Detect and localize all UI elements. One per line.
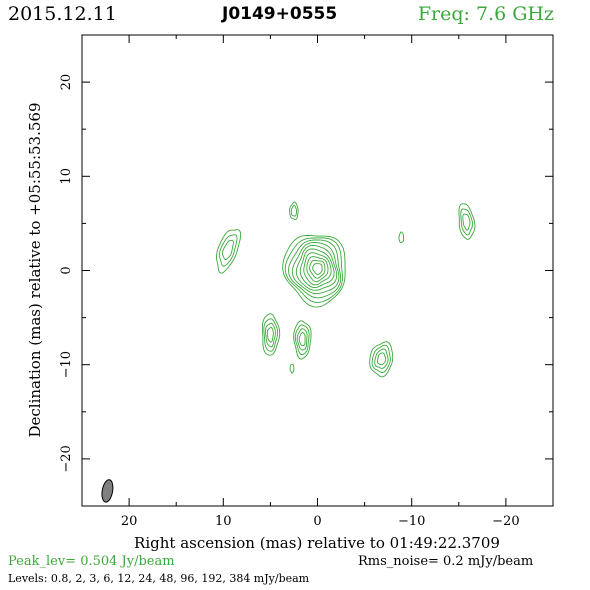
observation-date: 2015.12.11 — [8, 3, 117, 25]
source-name: J0149+0555 — [222, 4, 338, 24]
contour-line — [398, 231, 405, 243]
component-knot-s — [293, 320, 312, 360]
contour-line — [295, 244, 338, 291]
peak-level: Peak_lev= 0.504 Jy/beam — [8, 554, 175, 569]
beam-ellipse — [101, 479, 114, 503]
contour-line — [218, 234, 238, 267]
contour-line — [462, 213, 471, 231]
contour-line — [265, 322, 276, 348]
x-tick-label: 0 — [313, 514, 321, 529]
component-knot-sw — [261, 313, 281, 356]
component-knot-se — [369, 341, 394, 378]
y-tick-label: −20 — [59, 445, 74, 472]
contour-line — [289, 363, 295, 374]
contour-line — [376, 352, 387, 366]
x-tick-label: −20 — [492, 514, 519, 529]
contour-line — [458, 203, 476, 240]
contour-layer — [216, 201, 476, 378]
x-tick-label: 20 — [121, 514, 138, 529]
contour-line — [266, 326, 274, 343]
contour-line — [460, 208, 473, 236]
contour-line — [293, 320, 312, 360]
plot-frame — [81, 34, 554, 507]
x-tick-label: 10 — [215, 514, 232, 529]
contour-line — [369, 341, 394, 378]
contour-line — [291, 242, 340, 295]
contour-line — [371, 344, 391, 373]
contour-line — [306, 256, 329, 283]
contour-line — [263, 318, 279, 352]
contour-line — [312, 263, 323, 275]
x-tick-label: −10 — [398, 514, 425, 529]
y-tick-label: 20 — [59, 74, 74, 91]
component-knot-ss — [289, 363, 295, 374]
contour-line — [289, 201, 299, 221]
contour-line — [298, 332, 306, 347]
component-core — [282, 234, 346, 308]
y-tick-label: 0 — [59, 266, 74, 274]
contour-line — [288, 239, 342, 299]
y-tick-label: 10 — [59, 168, 74, 185]
y-axis-label: Declination (mas) relative to +05:55:53.… — [26, 102, 44, 437]
contour-line — [303, 252, 332, 286]
axis-ticks — [81, 34, 554, 507]
component-knot-e — [398, 231, 405, 243]
y-tick-label: −10 — [59, 351, 74, 378]
component-knot-n — [289, 201, 299, 221]
component-knot-nw — [216, 229, 242, 274]
contour-line — [261, 313, 281, 356]
axis-tick-labels: 20 10 0 −10 −20 20 10 0 −10 −20 — [59, 74, 520, 529]
contour-line — [290, 205, 298, 217]
contour-line — [299, 248, 335, 289]
contour-line — [296, 328, 308, 351]
contour-line — [222, 239, 234, 260]
contour-line — [294, 324, 310, 355]
contour-line — [309, 259, 326, 279]
contour-levels: Levels: 0.8, 2, 3, 6, 12, 24, 48, 96, 19… — [8, 572, 310, 585]
contour-line — [284, 237, 343, 304]
rms-noise: Rms_noise= 0.2 mJy/beam — [358, 554, 534, 569]
contour-line — [282, 234, 346, 308]
beam-layer — [101, 479, 114, 503]
x-axis-label: Right ascension (mas) relative to 01:49:… — [134, 534, 500, 552]
contour-line — [374, 348, 389, 369]
contour-line — [216, 229, 242, 274]
frequency-label: Freq: 7.6 GHz — [417, 3, 554, 25]
component-knot-ne — [458, 203, 476, 240]
